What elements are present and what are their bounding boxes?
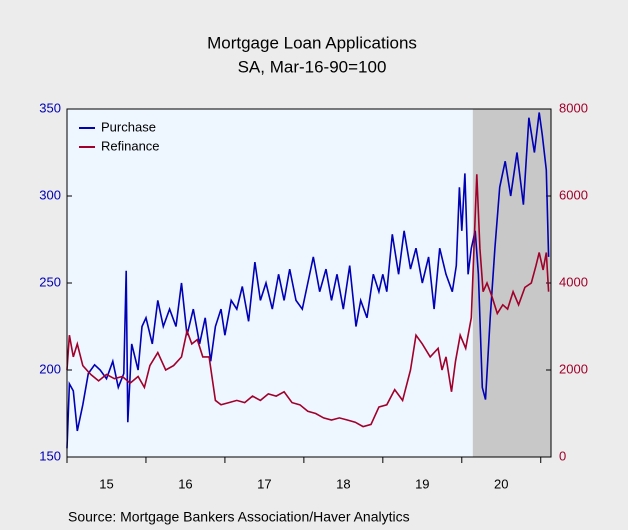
plot-frame xyxy=(66,108,552,458)
y2-tick-label: 0 xyxy=(559,448,566,463)
y-tick-label: 250 xyxy=(39,274,61,289)
series-line xyxy=(66,112,550,449)
y2-tick-label: 6000 xyxy=(559,187,588,202)
y-tick-label: 300 xyxy=(39,187,61,202)
y-tick-label: 200 xyxy=(39,361,61,376)
y2-tick-label: 2000 xyxy=(559,361,588,376)
source-note: Source: Mortgage Bankers Association/Hav… xyxy=(68,509,410,525)
y-tick-label: 150 xyxy=(39,448,61,463)
x-tick-label: 20 xyxy=(494,476,508,491)
x-tick-label: 18 xyxy=(336,476,350,491)
y2-tick-label: 8000 xyxy=(559,100,588,115)
y-tick-label: 350 xyxy=(39,100,61,115)
legend-label: Refinance xyxy=(101,138,160,153)
chart-title: Mortgage Loan Applications xyxy=(207,33,417,52)
legend-label: Purchase xyxy=(101,119,156,134)
chart-subtitle: SA, Mar-16-90=100 xyxy=(238,57,387,76)
x-tick-label: 15 xyxy=(99,476,113,491)
shaded-period xyxy=(472,109,551,457)
x-tick-label: 19 xyxy=(415,476,429,491)
x-tick-label: 17 xyxy=(257,476,271,491)
series-line xyxy=(66,174,550,428)
plot-area xyxy=(67,109,551,457)
x-tick-label: 16 xyxy=(178,476,192,491)
y2-tick-label: 4000 xyxy=(559,274,588,289)
